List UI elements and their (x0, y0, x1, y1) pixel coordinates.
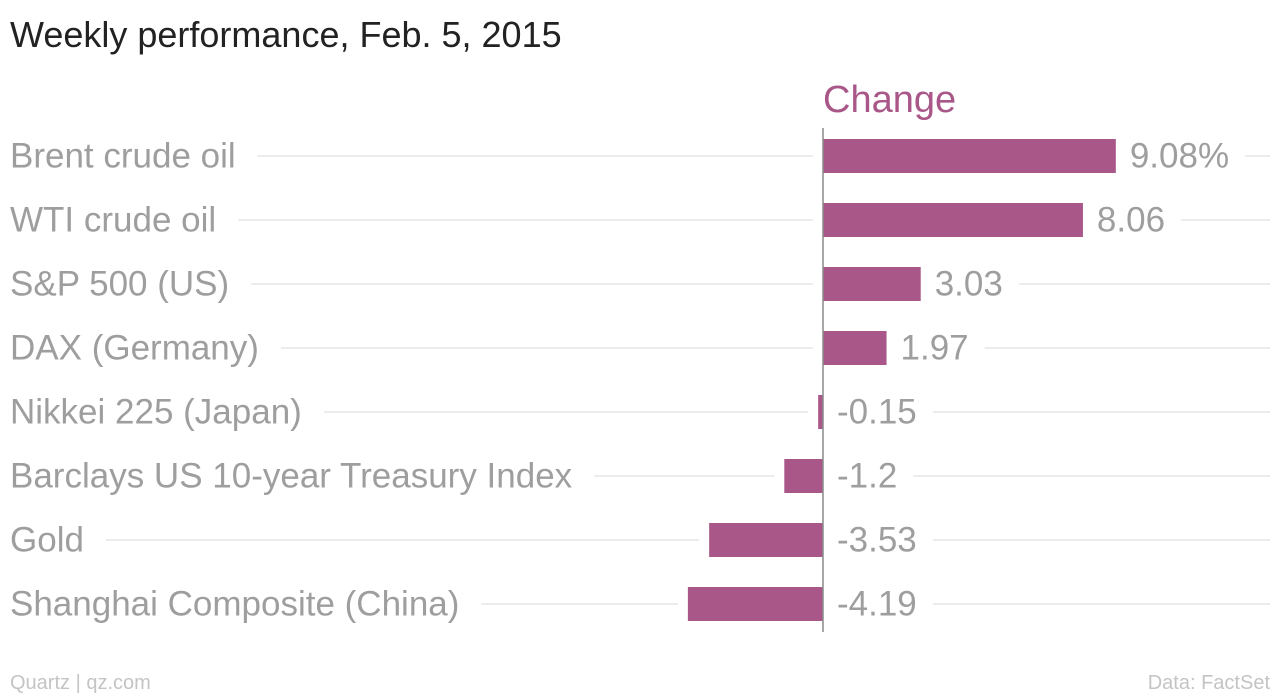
value-label: 8.06 (1097, 201, 1165, 240)
bar (709, 523, 823, 557)
value-label: -1.2 (837, 457, 897, 496)
category-label: S&P 500 (US) (10, 265, 229, 304)
footer-data-credit: Data: FactSet (1147, 672, 1270, 694)
category-label: DAX (Germany) (10, 329, 259, 368)
value-label: 1.97 (901, 329, 969, 368)
category-label: Barclays US 10-year Treasury Index (10, 457, 573, 496)
category-labels: Brent crude oil WTI crude oil S&P 500 (US)… (10, 137, 573, 624)
value-label: -0.15 (837, 393, 917, 432)
bar (823, 203, 1083, 237)
bar (823, 331, 887, 365)
bar (818, 395, 823, 429)
category-label: WTI crude oil (10, 201, 216, 240)
category-label: Shanghai Composite (China) (10, 585, 459, 624)
value-labels: 9.08% 8.06 3.03 1.97 -0.15 -1.2 -3.53 -4.19 (837, 137, 1229, 624)
bar (687, 587, 823, 621)
series-name-label: Change (823, 79, 956, 121)
value-label: 9.08% (1130, 137, 1229, 176)
category-label: Gold (10, 521, 84, 560)
bar (823, 267, 921, 301)
footer-source: Quartz | qz.com (10, 672, 151, 694)
value-label: -4.19 (837, 585, 917, 624)
bar (784, 459, 823, 493)
category-label: Nikkei 225 (Japan) (10, 393, 302, 432)
value-label: 3.03 (935, 265, 1003, 304)
chart-title: Weekly performance, Feb. 5, 2015 (10, 14, 562, 55)
bars (687, 139, 1116, 621)
value-label: -3.53 (837, 521, 917, 560)
gridlines (105, 155, 1270, 605)
category-label: Brent crude oil (10, 137, 236, 176)
bar (823, 139, 1116, 173)
